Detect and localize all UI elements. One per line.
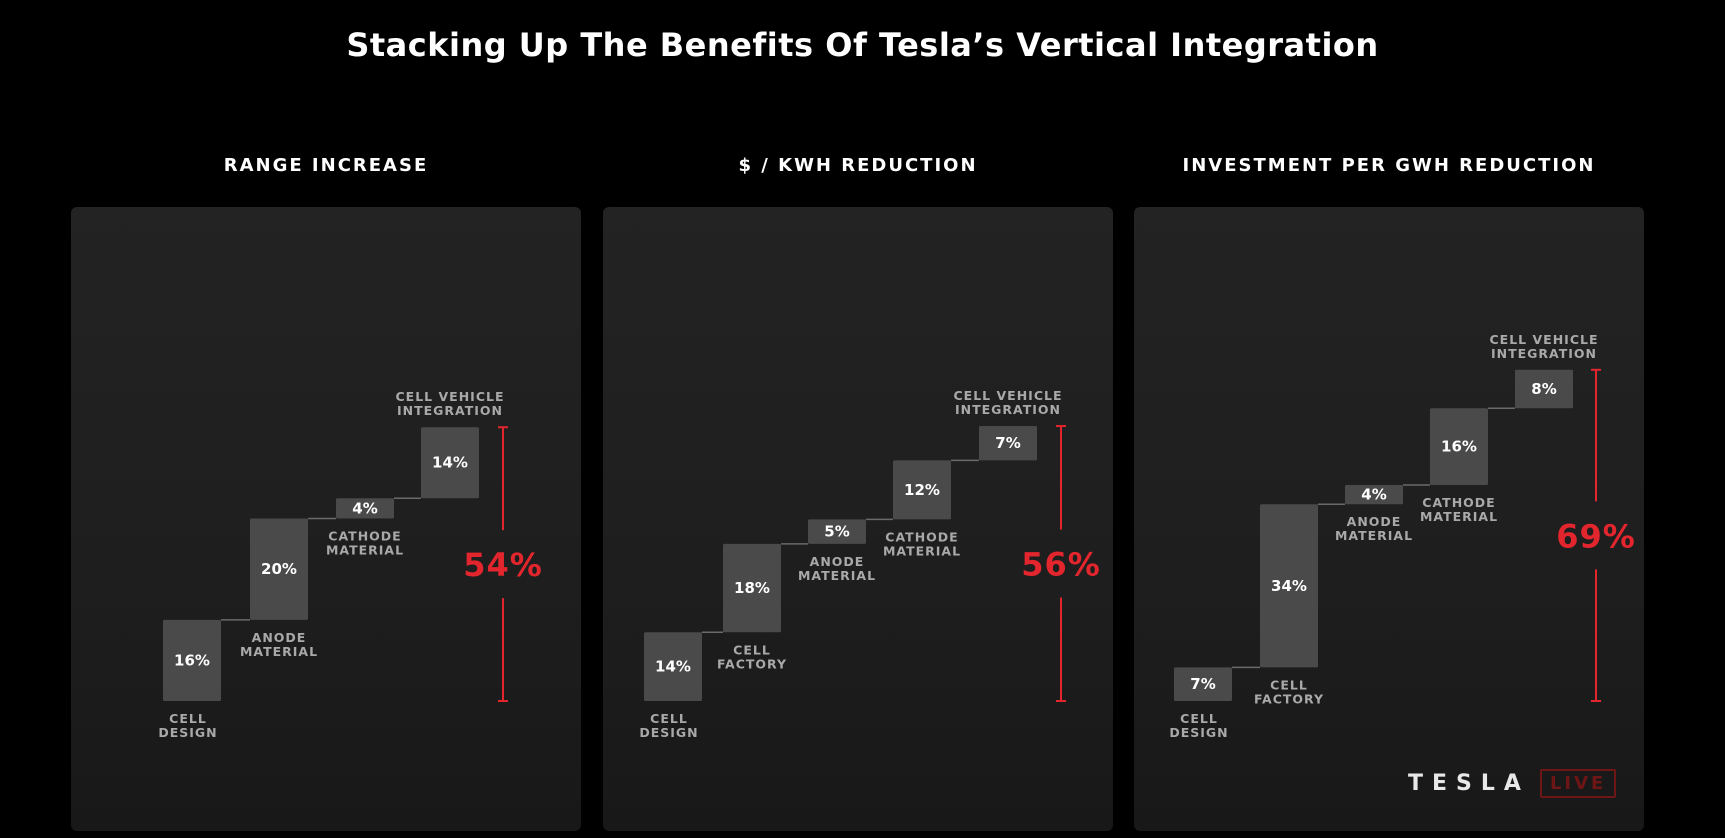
category-label: CELL DESIGN bbox=[1169, 711, 1228, 740]
category-label: CELL DESIGN bbox=[158, 711, 217, 740]
waterfall-chart-kwh-reduction: 14% CELL DESIGN 18% CELL FACTORY 5% ANODE MATERI… bbox=[639, 388, 1101, 740]
category-label: CELL FACTORY bbox=[717, 642, 787, 671]
category-label: CELL VEHICLE INTEGRATION bbox=[1490, 332, 1599, 361]
bar-value-label: 34% bbox=[1271, 577, 1307, 595]
total-value-label: 69% bbox=[1556, 517, 1636, 555]
waterfall-bar bbox=[644, 632, 702, 701]
bar-value-label: 20% bbox=[261, 560, 297, 578]
chart-panel-investment-reduction: 7% CELL DESIGN 34% CELL FACTORY 4% ANODE MATERIA… bbox=[1134, 207, 1644, 831]
chart-title-range-increase: RANGE INCREASE bbox=[223, 155, 429, 176]
bar-value-label: 16% bbox=[174, 651, 210, 669]
bar-value-label: 7% bbox=[995, 434, 1020, 452]
category-label: ANODE MATERIAL bbox=[240, 630, 318, 659]
waterfall-bar bbox=[808, 519, 866, 544]
bar-value-label: 18% bbox=[734, 579, 770, 597]
total-value-label: 54% bbox=[463, 546, 543, 584]
chart-title-kwh-reduction: $ / KWH REDUCTION bbox=[738, 155, 978, 176]
category-label: ANODE MATERIAL bbox=[1335, 514, 1413, 543]
category-label: CELL VEHICLE INTEGRATION bbox=[954, 388, 1063, 417]
bar-value-label: 4% bbox=[352, 499, 377, 517]
live-badge: LIVE bbox=[1539, 769, 1617, 798]
chart-title-investment-reduction: INVESTMENT PER GWH REDUCTION bbox=[1182, 155, 1596, 176]
chart-panel-range-increase: 16% CELL DESIGN 20% ANODE MATERIAL 4% CATHODE MA… bbox=[71, 207, 581, 831]
waterfall-bar bbox=[979, 426, 1037, 461]
category-label: CATHODE MATERIAL bbox=[326, 528, 404, 557]
category-label: CELL DESIGN bbox=[639, 711, 698, 740]
category-label: CELL FACTORY bbox=[1254, 677, 1324, 706]
waterfall-bar bbox=[1260, 504, 1318, 668]
waterfall-chart-investment-reduction: 7% CELL DESIGN 34% CELL FACTORY 4% ANODE MATERIA… bbox=[1169, 332, 1636, 740]
bar-value-label: 14% bbox=[655, 658, 691, 676]
waterfall-bar bbox=[421, 427, 479, 499]
waterfall-chart-range-increase: 16% CELL DESIGN 20% ANODE MATERIAL 4% CATHODE MA… bbox=[158, 389, 543, 740]
bar-value-label: 5% bbox=[824, 523, 849, 541]
waterfall-bar bbox=[1345, 485, 1403, 505]
tesla-wordmark: TESLA bbox=[1408, 771, 1530, 796]
waterfall-bar bbox=[250, 518, 308, 620]
bar-value-label: 14% bbox=[432, 454, 468, 472]
waterfall-bar bbox=[1430, 408, 1488, 485]
page-title: Stacking Up The Benefits Of Tesla’s Vert… bbox=[346, 26, 1379, 64]
waterfall-bar bbox=[1515, 369, 1573, 409]
total-value-label: 56% bbox=[1021, 546, 1101, 584]
chart-panel-kwh-reduction: 14% CELL DESIGN 18% CELL FACTORY 5% ANODE MATERI… bbox=[603, 207, 1113, 831]
category-label: CATHODE MATERIAL bbox=[883, 529, 961, 558]
category-label: CATHODE MATERIAL bbox=[1420, 495, 1498, 524]
bar-value-label: 16% bbox=[1441, 438, 1477, 456]
bar-value-label: 8% bbox=[1531, 380, 1556, 398]
waterfall-bar bbox=[723, 543, 781, 633]
bar-value-label: 7% bbox=[1190, 675, 1215, 693]
waterfall-bar bbox=[893, 460, 951, 520]
bar-value-label: 12% bbox=[904, 481, 940, 499]
tesla-live-logo: TESLA LIVE bbox=[1408, 769, 1617, 798]
category-label: ANODE MATERIAL bbox=[798, 554, 876, 583]
waterfall-bar bbox=[163, 619, 221, 701]
bar-value-label: 4% bbox=[1361, 486, 1386, 504]
waterfall-bar bbox=[336, 498, 394, 519]
waterfall-bar bbox=[1174, 667, 1232, 701]
category-label: CELL VEHICLE INTEGRATION bbox=[396, 389, 505, 418]
